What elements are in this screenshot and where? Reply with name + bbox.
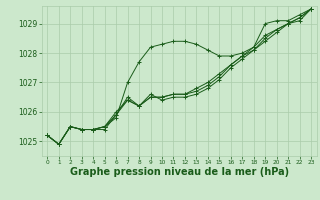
X-axis label: Graphe pression niveau de la mer (hPa): Graphe pression niveau de la mer (hPa)	[70, 167, 289, 177]
